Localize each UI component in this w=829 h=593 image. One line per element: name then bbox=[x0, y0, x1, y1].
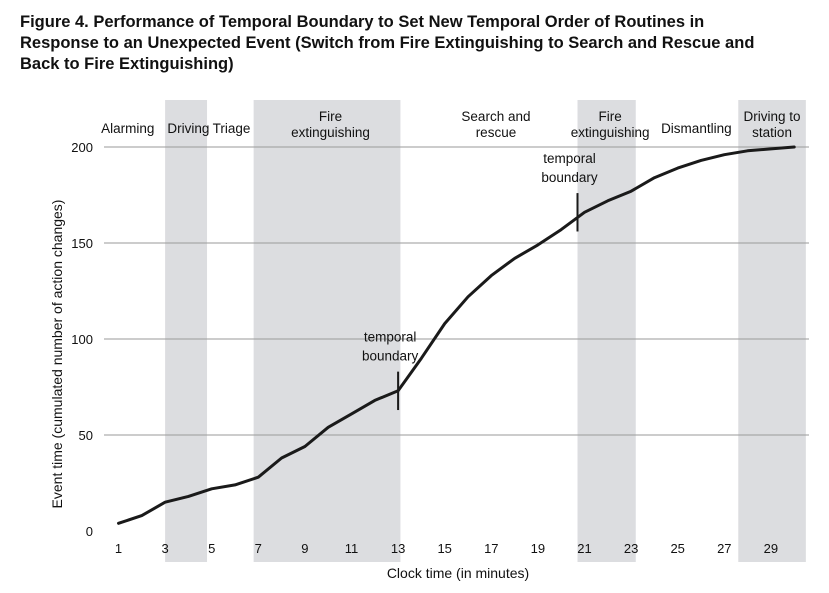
phase-label: Dismantling bbox=[661, 121, 732, 136]
x-tick-label: 29 bbox=[764, 541, 778, 556]
phase-band bbox=[577, 100, 636, 562]
y-tick-label: 200 bbox=[71, 140, 93, 155]
phase-label: Fire bbox=[599, 109, 622, 124]
phase-band bbox=[253, 100, 401, 562]
series-line bbox=[117, 145, 796, 525]
x-tick-label: 1 bbox=[115, 541, 122, 556]
x-tick-label: 5 bbox=[208, 541, 215, 556]
phase-label: rescue bbox=[476, 125, 517, 140]
series-lines bbox=[117, 145, 796, 525]
phase-label: extinguishing bbox=[571, 125, 650, 140]
phase-label: extinguishing bbox=[291, 125, 370, 140]
y-tick-label: 100 bbox=[71, 332, 93, 347]
x-tick-label: 25 bbox=[670, 541, 684, 556]
phase-label: Driving to bbox=[744, 109, 801, 124]
x-tick-label: 21 bbox=[577, 541, 591, 556]
phase-label: Search and bbox=[461, 109, 530, 124]
y-axis-label: Event time (cumulated number of action c… bbox=[49, 200, 65, 509]
x-tick-label: 3 bbox=[161, 541, 168, 556]
boundary-label: temporal bbox=[364, 330, 417, 345]
x-tick-label: 7 bbox=[255, 541, 262, 556]
y-tick-label: 0 bbox=[86, 524, 93, 539]
figure-title: Figure 4. Performance of Temporal Bounda… bbox=[20, 12, 820, 75]
figure-title-line-3: Back to Fire Extinguishing) bbox=[20, 55, 234, 73]
phase-label: Fire bbox=[319, 109, 342, 124]
x-tick-label: 13 bbox=[391, 541, 405, 556]
boundary-annotations: temporal boundary temporal boundary bbox=[362, 151, 598, 411]
figure-title-line-1: Figure 4. Performance of Temporal Bounda… bbox=[20, 13, 705, 31]
phase-label: Triage bbox=[213, 121, 251, 136]
x-tick-labels: 1 3 5 7 9 11 13 15 17 19 21 23 25 27 29 bbox=[115, 541, 778, 556]
x-tick-label: 17 bbox=[484, 541, 498, 556]
phase-band bbox=[165, 100, 208, 562]
boundary-label: boundary bbox=[362, 349, 419, 364]
x-tick-label: 15 bbox=[437, 541, 451, 556]
phase-label: Alarming bbox=[101, 121, 154, 136]
x-tick-label: 19 bbox=[531, 541, 545, 556]
y-tick-label: 50 bbox=[79, 428, 93, 443]
boundary-label: temporal bbox=[543, 151, 596, 166]
x-tick-label: 23 bbox=[624, 541, 638, 556]
x-tick-label: 27 bbox=[717, 541, 731, 556]
x-tick-label: 11 bbox=[345, 541, 359, 556]
phase-bands bbox=[165, 100, 806, 562]
phase-label: station bbox=[752, 125, 792, 140]
y-tick-labels: 0 50 100 150 200 bbox=[71, 140, 93, 539]
figure-title-line-2: Response to an Unexpected Event (Switch … bbox=[20, 34, 755, 52]
phase-band bbox=[738, 100, 806, 562]
x-axis-label: Clock time (in minutes) bbox=[387, 565, 529, 581]
y-tick-label: 150 bbox=[71, 236, 93, 251]
y-gridlines bbox=[104, 146, 809, 436]
x-tick-label: 9 bbox=[301, 541, 308, 556]
phase-labels: Alarming Driving TriageFireextinguishingSe… bbox=[101, 109, 800, 140]
boundary-label: boundary bbox=[541, 170, 598, 185]
phase-label: Driving bbox=[167, 121, 209, 136]
